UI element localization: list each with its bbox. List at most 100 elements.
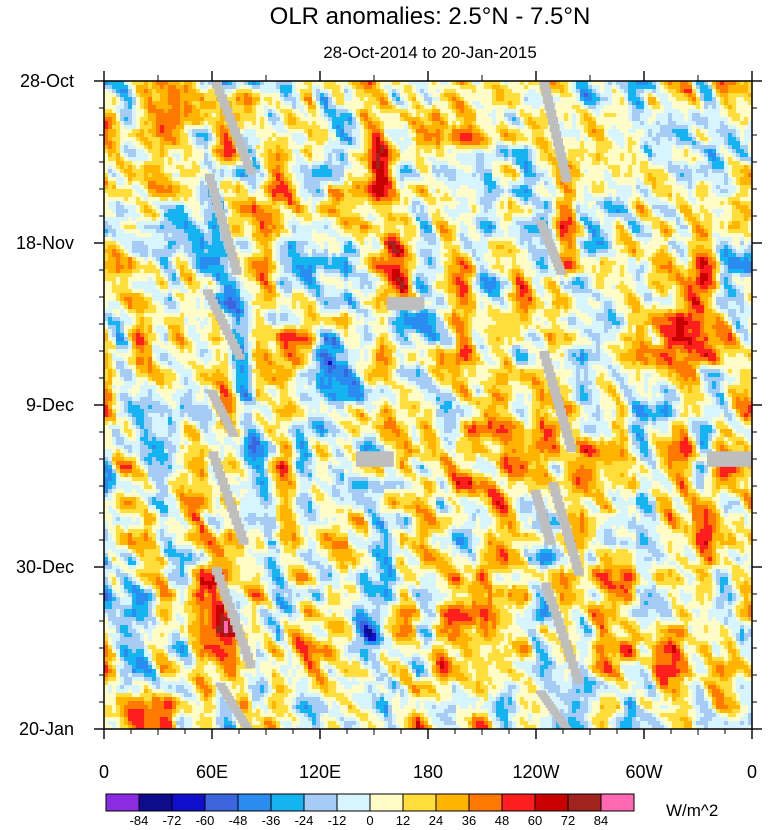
heatmap-cell — [176, 105, 181, 110]
heatmap-cell — [136, 133, 141, 138]
heatmap-cell — [680, 121, 685, 126]
plot-area — [104, 81, 753, 730]
heatmap-cell — [688, 109, 693, 114]
heatmap-cell — [248, 109, 253, 114]
heatmap-cell — [124, 113, 129, 118]
heatmap-cell — [684, 133, 689, 138]
heatmap-cell — [652, 101, 657, 106]
heatmap-cell — [324, 89, 329, 94]
heatmap-cell — [516, 137, 521, 142]
heatmap-cell — [192, 89, 197, 94]
heatmap-cell — [632, 93, 637, 98]
heatmap-cell — [144, 137, 149, 142]
heatmap-cell — [216, 133, 221, 138]
heatmap-cell — [260, 113, 265, 118]
heatmap-cell — [636, 89, 641, 94]
heatmap-cell — [172, 109, 177, 114]
heatmap-cell — [744, 129, 749, 134]
heatmap-cell — [356, 129, 361, 134]
heatmap-cell — [124, 129, 129, 134]
heatmap-cell — [712, 97, 717, 102]
heatmap-cell — [516, 133, 521, 138]
heatmap-cell — [116, 93, 121, 98]
heatmap-cell — [428, 137, 433, 142]
heatmap-cell — [444, 97, 449, 102]
heatmap-cell — [416, 137, 421, 142]
heatmap-cell — [168, 117, 173, 122]
heatmap-cell — [168, 137, 173, 142]
heatmap-cell — [452, 109, 457, 114]
heatmap-cell — [336, 133, 341, 138]
heatmap-cell — [352, 97, 357, 102]
heatmap-cell — [376, 89, 381, 94]
heatmap-cell — [116, 125, 121, 130]
heatmap-cell — [132, 105, 137, 110]
heatmap-cell — [424, 125, 429, 130]
heatmap-cell — [264, 109, 269, 114]
heatmap-cell — [192, 121, 197, 126]
heatmap-cell — [592, 109, 597, 114]
heatmap-cell — [316, 101, 321, 106]
heatmap-cell — [372, 105, 377, 110]
heatmap-cell — [144, 121, 149, 126]
heatmap-cell — [280, 109, 285, 114]
heatmap-cell — [252, 113, 257, 118]
heatmap-cell — [416, 105, 421, 110]
heatmap-cell — [708, 133, 713, 138]
heatmap-cell — [192, 137, 197, 142]
heatmap-cell — [688, 89, 693, 94]
heatmap-cell — [252, 89, 257, 94]
heatmap-cell — [480, 133, 485, 138]
heatmap-cell — [312, 129, 317, 134]
heatmap-cell — [376, 101, 381, 106]
heatmap-cell — [476, 105, 481, 110]
heatmap-cell — [580, 93, 585, 98]
heatmap-cell — [252, 129, 257, 134]
heatmap-cell — [576, 133, 581, 138]
heatmap-cell — [536, 105, 541, 110]
heatmap-cell — [312, 93, 317, 98]
heatmap-cell — [388, 113, 393, 118]
heatmap-cell — [736, 89, 741, 94]
heatmap-cell — [708, 113, 713, 118]
heatmap-cell — [364, 109, 369, 114]
heatmap-cell — [708, 125, 713, 130]
heatmap-cell — [368, 101, 373, 106]
heatmap-cell — [668, 105, 673, 110]
heatmap-cell — [308, 133, 313, 138]
heatmap-cell — [536, 109, 541, 114]
heatmap-cell — [740, 117, 745, 122]
heatmap-cell — [676, 125, 681, 130]
heatmap-cell — [620, 109, 625, 114]
heatmap-cell — [684, 125, 689, 130]
heatmap-cell — [264, 93, 269, 98]
heatmap-cell — [312, 133, 317, 138]
heatmap-cell — [544, 129, 549, 134]
heatmap-cell — [712, 125, 717, 130]
heatmap-cell — [140, 121, 145, 126]
heatmap-cell — [600, 117, 605, 122]
heatmap-cell — [320, 105, 325, 110]
heatmap-cell — [440, 93, 445, 98]
heatmap-cell — [540, 125, 545, 130]
heatmap-cell — [588, 89, 593, 94]
heatmap-cell — [324, 109, 329, 114]
heatmap-cell — [168, 109, 173, 114]
heatmap-cell — [176, 93, 181, 98]
heatmap-cell — [460, 93, 465, 98]
heatmap-cell — [600, 109, 605, 114]
heatmap-cell — [516, 113, 521, 118]
heatmap-cell — [592, 129, 597, 134]
heatmap-cell — [488, 133, 493, 138]
heatmap-cell — [724, 85, 729, 90]
heatmap-cell — [344, 105, 349, 110]
heatmap-cell — [740, 125, 745, 130]
heatmap-cell — [384, 93, 389, 98]
heatmap-cell — [500, 113, 505, 118]
heatmap-cell — [336, 93, 341, 98]
heatmap-cell — [352, 117, 357, 122]
heatmap-cell — [484, 125, 489, 130]
heatmap-cell — [440, 97, 445, 102]
heatmap-cell — [168, 121, 173, 126]
heatmap-cell — [488, 101, 493, 106]
